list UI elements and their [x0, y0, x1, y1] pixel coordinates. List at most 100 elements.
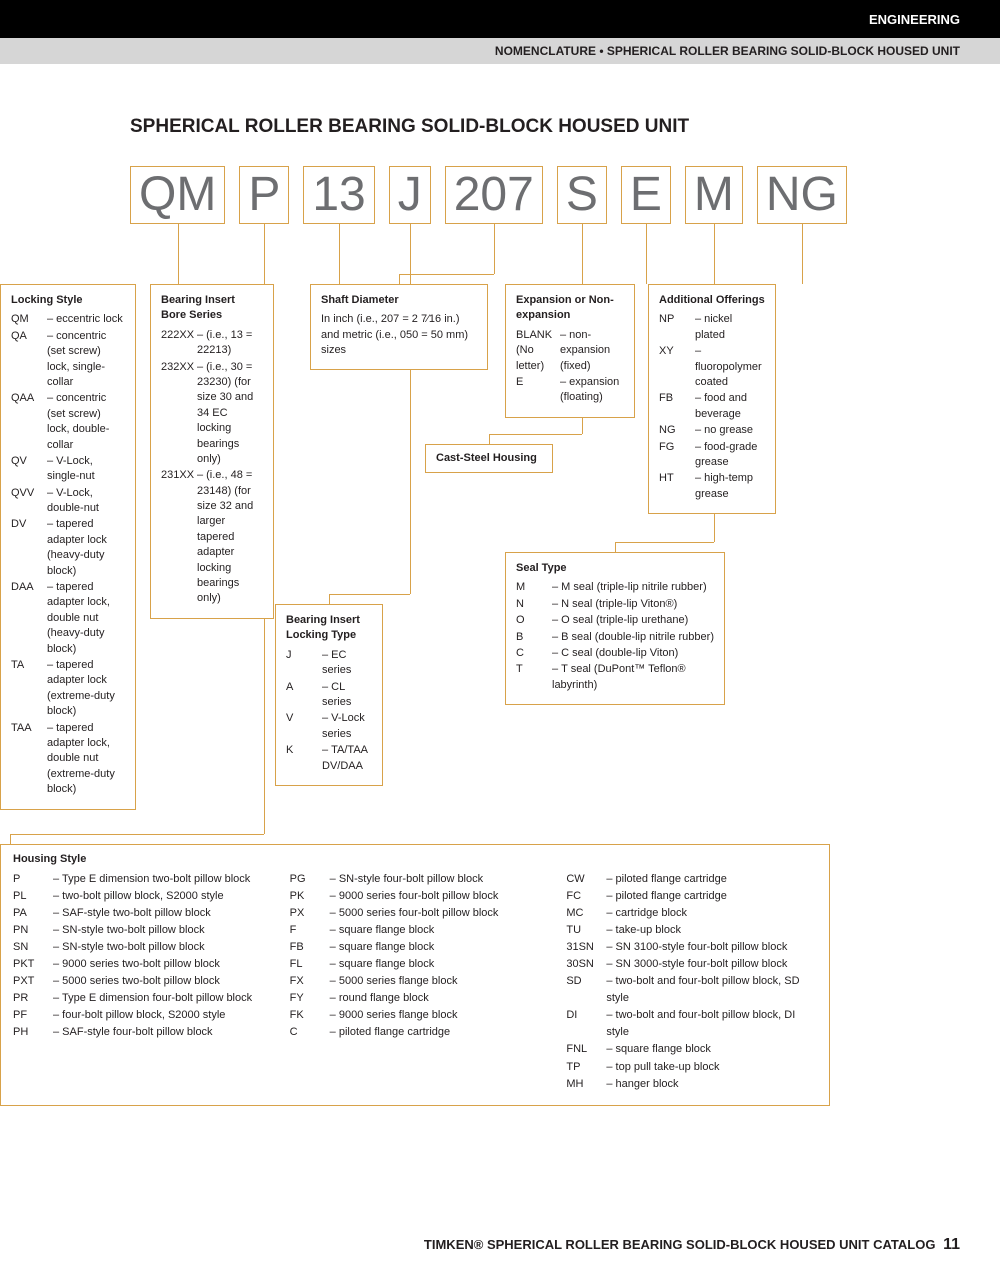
code: P: [13, 871, 53, 888]
code: DI: [566, 1007, 606, 1041]
description: – 9000 series flange block: [330, 1007, 541, 1024]
description: –tapered adapter lock, double nut (extre…: [47, 721, 125, 798]
code-13: 13: [303, 166, 374, 224]
sub-header-bar: NOMENCLATURE • SPHERICAL ROLLER BEARING …: [0, 38, 1000, 64]
housing-row: FNL– square flange block: [566, 1041, 817, 1058]
locking-style-title: Locking Style: [11, 293, 125, 308]
housing-row: PXT– 5000 series two-bolt pillow block: [13, 973, 264, 990]
description: –O seal (triple-lip urethane): [552, 613, 714, 628]
housing-row: PA– SAF-style two-bolt pillow block: [13, 905, 264, 922]
bore-series-box: Bearing Insert Bore Series 222XX–(i.e., …: [150, 284, 274, 619]
description: – SN-style two-bolt pillow block: [53, 922, 264, 939]
housing-row: MC– cartridge block: [566, 905, 817, 922]
code: PXT: [13, 973, 53, 990]
code-e: E: [621, 166, 671, 224]
housing-row: FC– piloted flange cartridge: [566, 888, 817, 905]
seal-type-title: Seal Type: [516, 561, 714, 576]
code-j: J: [389, 166, 431, 224]
description: –EC series: [322, 648, 372, 679]
code: TAA: [11, 721, 47, 798]
description: –fluoropolymer coated: [695, 344, 765, 390]
housing-row: PK– 9000 series four-bolt pillow block: [290, 888, 541, 905]
description: –TA/TAA DV/DAA: [322, 743, 372, 774]
housing-row: PG– SN-style four-bolt pillow block: [290, 871, 541, 888]
description: –high-temp grease: [695, 471, 765, 502]
housing-row: TP– top pull take-up block: [566, 1059, 817, 1076]
description: –eccentric lock: [47, 312, 125, 327]
description: –T seal (DuPont™ Teflon® labyrinth): [552, 662, 714, 693]
housing-row: FY– round flange block: [290, 990, 541, 1007]
description: – round flange block: [330, 990, 541, 1007]
description: –food and beverage: [695, 391, 765, 422]
description: –concentric (set screw) lock, single-col…: [47, 329, 125, 391]
housing-row: C– piloted flange cartridge: [290, 1024, 541, 1041]
housing-row: FB– square flange block: [290, 939, 541, 956]
code: FX: [290, 973, 330, 990]
shaft-diameter-box: Shaft Diameter In inch (i.e., 207 = 2 7⁄…: [310, 284, 488, 370]
code: PH: [13, 1024, 53, 1041]
description: –concentric (set screw) lock, double-col…: [47, 391, 125, 453]
code-ng: NG: [757, 166, 847, 224]
code: V: [286, 711, 322, 742]
description: – four-bolt pillow block, S2000 style: [53, 1007, 264, 1024]
definition-row: FB–food and beverage: [659, 391, 765, 422]
code: 222XX: [161, 328, 197, 359]
locking-type-box: Bearing Insert Locking Type J–EC seriesA…: [275, 604, 383, 786]
definition-row: E–expansion (floating): [516, 375, 624, 406]
definition-row: N–N seal (triple-lip Viton®): [516, 597, 714, 612]
definition-row: TAA–tapered adapter lock, double nut (ex…: [11, 721, 125, 798]
nomenclature-code-row: QM P 13 J 207 S E M NG: [130, 166, 960, 224]
shaft-diameter-title: Shaft Diameter: [321, 293, 477, 308]
code: PX: [290, 905, 330, 922]
page-number: 11: [939, 1236, 960, 1253]
definition-row: QM–eccentric lock: [11, 312, 125, 327]
definition-row: TA–tapered adapter lock (extreme-duty bl…: [11, 658, 125, 720]
description: – top pull take-up block: [606, 1059, 817, 1076]
code: FC: [566, 888, 606, 905]
code: A: [286, 680, 322, 711]
code: NP: [659, 312, 695, 343]
housing-row: PKT– 9000 series two-bolt pillow block: [13, 956, 264, 973]
definition-row: NP–nickel plated: [659, 312, 765, 343]
description: –(i.e., 48 = 23148) (for size 32 and lar…: [197, 468, 263, 607]
expansion-title: Expansion or Non-expansion: [516, 293, 624, 324]
definition-row: FG–food-grade grease: [659, 440, 765, 471]
code: C: [290, 1024, 330, 1041]
definition-row: 222XX–(i.e., 13 = 22213): [161, 328, 263, 359]
code: PKT: [13, 956, 53, 973]
housing-row: FX– 5000 series flange block: [290, 973, 541, 990]
description: –B seal (double-lip nitrile rubber): [552, 630, 714, 645]
description: –tapered adapter lock (extreme-duty bloc…: [47, 658, 125, 720]
definition-row: J–EC series: [286, 648, 372, 679]
header-bar: ENGINEERING: [0, 0, 1000, 38]
locking-style-box: Locking Style QM–eccentric lock QA–concen…: [0, 284, 136, 810]
code: QV: [11, 454, 47, 485]
code: F: [290, 922, 330, 939]
code: QA: [11, 329, 47, 391]
definition-row: HT–high-temp grease: [659, 471, 765, 502]
code: TP: [566, 1059, 606, 1076]
definition-row: M–M seal (triple-lip nitrile rubber): [516, 580, 714, 595]
definition-row: QVV–V-Lock, double-nut: [11, 486, 125, 517]
description: – two-bolt and four-bolt pillow block, D…: [606, 1007, 817, 1041]
description: – take-up block: [606, 922, 817, 939]
footer-text: TIMKEN® SPHERICAL ROLLER BEARING SOLID-B…: [424, 1237, 936, 1252]
housing-row: MH– hanger block: [566, 1076, 817, 1093]
housing-row: F– square flange block: [290, 922, 541, 939]
code: E: [516, 375, 560, 406]
bore-series-title: Bearing Insert Bore Series: [161, 293, 263, 324]
definition-row: T–T seal (DuPont™ Teflon® labyrinth): [516, 662, 714, 693]
code: BLANK (No letter): [516, 328, 560, 374]
description: – SN 3000-style four-bolt pillow block: [606, 956, 817, 973]
definition-row: QV–V-Lock, single-nut: [11, 454, 125, 485]
page-content: SPHERICAL ROLLER BEARING SOLID-BLOCK HOU…: [0, 64, 1000, 224]
page-title: SPHERICAL ROLLER BEARING SOLID-BLOCK HOU…: [130, 116, 960, 138]
code: K: [286, 743, 322, 774]
housing-row: 31SN– SN 3100-style four-bolt pillow blo…: [566, 939, 817, 956]
description: – SAF-style four-bolt pillow block: [53, 1024, 264, 1041]
code: MH: [566, 1076, 606, 1093]
code: FG: [659, 440, 695, 471]
code: SN: [13, 939, 53, 956]
description: – square flange block: [330, 956, 541, 973]
code: PK: [290, 888, 330, 905]
